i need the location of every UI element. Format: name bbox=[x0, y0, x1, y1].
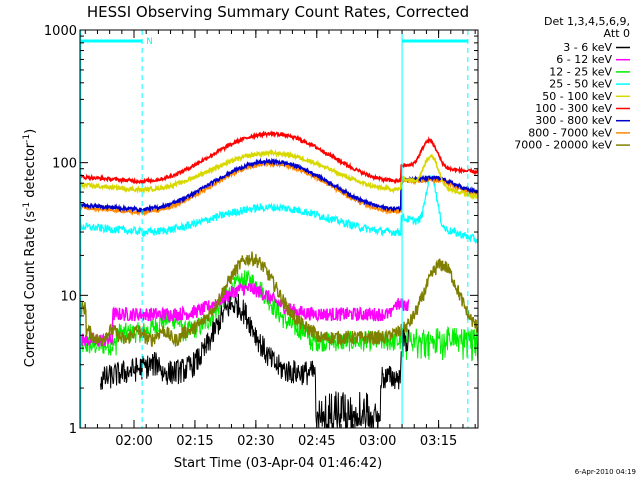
x-axis-label: Start Time (03-Apr-04 01:46:42) bbox=[174, 456, 382, 471]
y-label-end: ) bbox=[23, 129, 38, 134]
series-line-olive bbox=[80, 251, 478, 347]
series-line-black bbox=[100, 293, 409, 428]
y-tick-label: 1 bbox=[69, 422, 77, 437]
time-markers: N bbox=[80, 30, 469, 428]
series-line-yellow bbox=[80, 148, 478, 201]
series-line-red bbox=[80, 130, 478, 185]
x-tick-label: 02:00 bbox=[115, 434, 152, 449]
y-tick-label: 100 bbox=[52, 157, 77, 172]
x-tick-label: 03:00 bbox=[359, 434, 396, 449]
series-line-magenta bbox=[80, 282, 410, 348]
legend-label-magenta: 6 - 12 keV bbox=[556, 53, 612, 66]
x-tick-label: 02:45 bbox=[298, 434, 335, 449]
y-axis-label: Corrected Count Rate (s-1 detector-1) bbox=[22, 129, 38, 367]
y-label-sup1: -1 bbox=[22, 202, 32, 211]
legend-label-blue: 300 - 800 keV bbox=[535, 114, 612, 127]
legend-label-cyan: 25 - 50 keV bbox=[549, 78, 612, 91]
x-tick-label: 03:15 bbox=[420, 434, 457, 449]
legend-label-black: 3 - 6 keV bbox=[563, 41, 612, 54]
y-tick-label: 10 bbox=[60, 289, 77, 304]
legend-label-yellow: 50 - 100 keV bbox=[542, 90, 612, 103]
flag-label: N bbox=[146, 37, 153, 47]
series-line-cyan bbox=[80, 175, 478, 245]
y-label-main: Corrected Count Rate (s bbox=[23, 211, 38, 368]
legend-header-line2: Att 0 bbox=[604, 27, 630, 40]
series-line-green bbox=[80, 270, 478, 362]
footer-date: 6-Apr-2010 04:19 bbox=[575, 468, 636, 476]
x-tick-label: 02:30 bbox=[237, 434, 274, 449]
legend-label-olive: 7000 - 20000 keV bbox=[514, 139, 612, 152]
plot-area bbox=[80, 130, 478, 428]
y-label-sup2: -1 bbox=[22, 134, 32, 143]
chart-title: HESSI Observing Summary Count Rates, Cor… bbox=[87, 3, 469, 21]
y-label-mid: detector bbox=[23, 142, 38, 202]
x-tick-label: 02:15 bbox=[176, 434, 213, 449]
legend-label-green: 12 - 25 keV bbox=[549, 65, 612, 78]
legend-label-red: 100 - 300 keV bbox=[535, 102, 612, 115]
axes: 1 10 100 1000 02:00 02:15 02:30 02:45 03:00 03:15 bbox=[44, 24, 479, 449]
y-tick-label: 1000 bbox=[44, 24, 77, 39]
plot-frame bbox=[79, 29, 479, 429]
legend-label-orange: 800 - 7000 keV bbox=[528, 126, 612, 139]
legend-header-line1: Det 1,3,4,5,6,9, bbox=[544, 15, 630, 28]
series-line-blue bbox=[80, 157, 478, 214]
